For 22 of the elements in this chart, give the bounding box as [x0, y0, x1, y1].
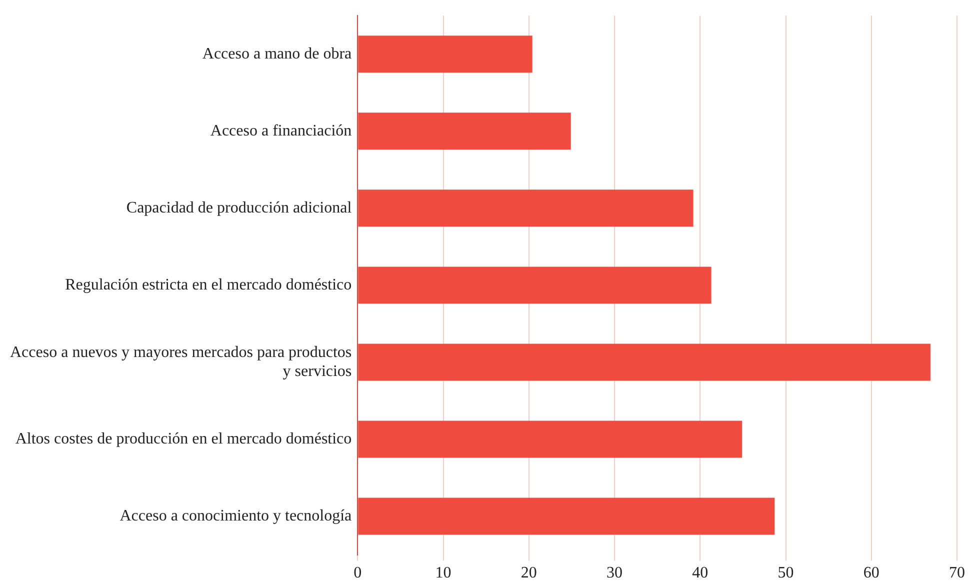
- y-tick-label: Capacidad de producción adicional: [126, 199, 352, 216]
- x-tick-label: 50: [778, 564, 794, 582]
- bar: [358, 498, 775, 535]
- y-tick-label: Acceso a nuevos y mayores mercados para productos y servicios: [10, 344, 352, 380]
- bar: [358, 420, 742, 458]
- x-tick-label: 20: [520, 564, 537, 582]
- bar: [358, 344, 930, 381]
- y-tick-label: Regulación estricta en el mercado doméstico: [65, 276, 352, 294]
- bar: [358, 112, 571, 150]
- bar: [358, 36, 532, 73]
- y-tick-label: Acceso a financiación: [210, 122, 352, 140]
- bar: [358, 266, 712, 304]
- y-tick-label: Altos costes de producción en el mercado doméstico: [15, 430, 352, 448]
- y-tick-label: Acceso a conocimiento y tecnología: [120, 507, 352, 524]
- bar: [358, 190, 694, 227]
- x-tick-label: 70: [949, 564, 965, 582]
- x-tick-label: 60: [863, 564, 880, 582]
- x-tick-label: 10: [435, 564, 452, 582]
- y-tick-label: Acceso a mano de obra: [202, 45, 352, 62]
- x-tick-label: 40: [692, 564, 708, 582]
- x-tick-label: 0: [354, 564, 362, 582]
- x-tick-label: 30: [606, 564, 623, 582]
